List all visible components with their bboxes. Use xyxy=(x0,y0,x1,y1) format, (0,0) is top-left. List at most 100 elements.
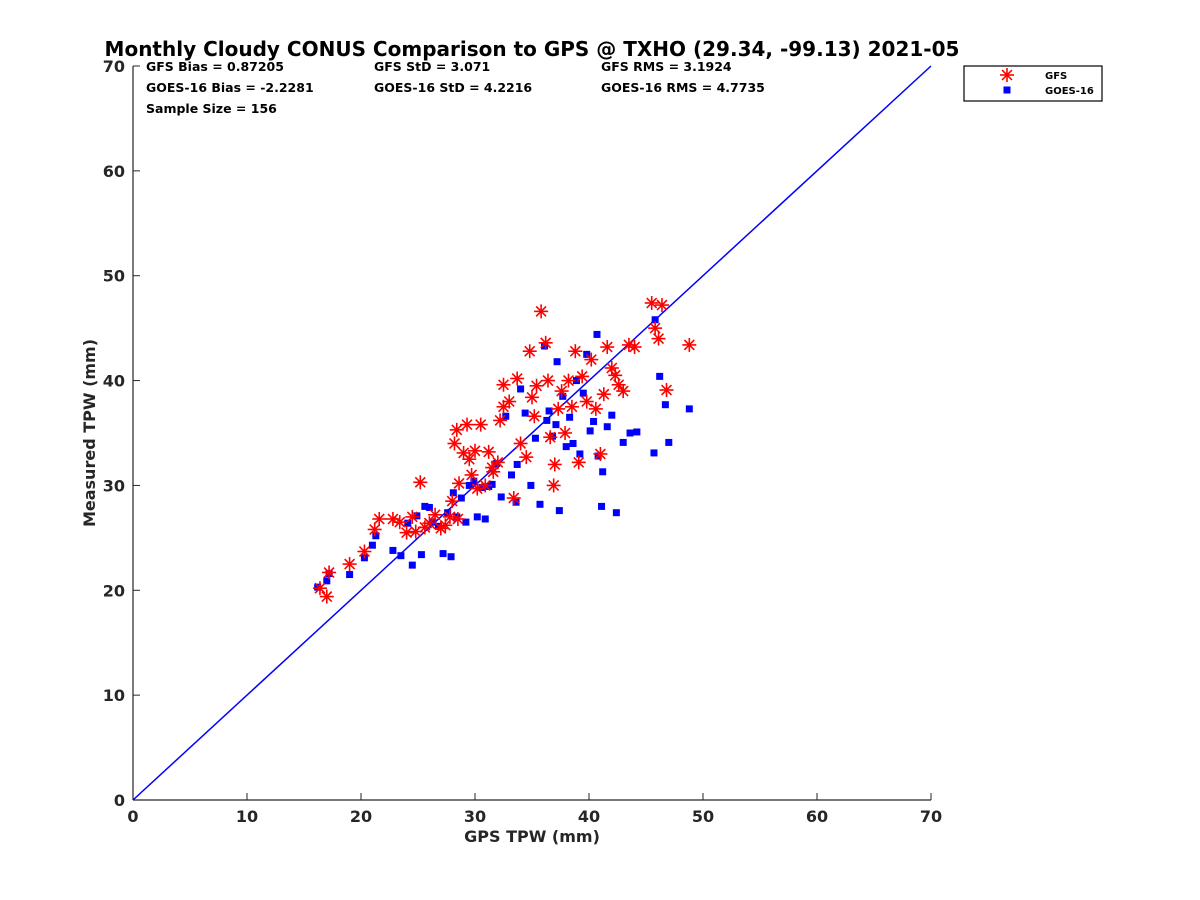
gfs-point xyxy=(449,422,464,437)
x-tick-label: 20 xyxy=(350,807,372,826)
goes16-point xyxy=(439,550,447,558)
gfs-point xyxy=(527,409,542,424)
goes16-point xyxy=(457,494,465,502)
gfs-point xyxy=(571,455,586,470)
y-tick-label: 70 xyxy=(103,57,125,76)
goes16-point xyxy=(685,405,693,413)
y-tick-label: 30 xyxy=(103,476,125,495)
goes16-point xyxy=(417,551,425,559)
gfs-point xyxy=(342,557,357,572)
stat-annotation: GFS StD = 3.071 xyxy=(374,59,490,74)
gfs-point xyxy=(546,478,561,493)
goes16-point xyxy=(314,583,322,591)
stat-annotation: GOES-16 RMS = 4.7735 xyxy=(601,80,765,95)
gfs-point xyxy=(357,544,372,559)
goes16-point xyxy=(512,498,520,506)
goes16-point xyxy=(449,489,457,497)
gfs-point xyxy=(392,515,407,530)
goes16-point xyxy=(661,401,669,409)
goes16-point xyxy=(576,450,584,458)
gfs-point xyxy=(529,378,544,393)
goes16-point xyxy=(626,429,634,437)
gfs-point xyxy=(496,377,511,392)
goes16-point xyxy=(598,502,606,510)
gfs-point xyxy=(593,446,608,461)
goes16-point xyxy=(566,413,574,421)
gfs-point xyxy=(648,321,663,336)
gfs-point xyxy=(428,507,443,522)
gfs-point xyxy=(554,384,569,399)
gfs-point xyxy=(644,295,659,310)
one-to-one-line xyxy=(132,65,932,801)
stat-annotation: Sample Size = 156 xyxy=(146,101,277,116)
gfs-point xyxy=(450,511,465,526)
goes16-point xyxy=(603,423,611,431)
goes16-point xyxy=(562,443,570,451)
y-tick-label: 10 xyxy=(103,686,125,705)
gfs-point xyxy=(519,450,534,465)
gfs-point xyxy=(561,373,576,388)
goes16-point xyxy=(665,438,673,446)
goes16-point xyxy=(465,481,473,489)
goes16-point xyxy=(413,512,421,520)
goes16-point xyxy=(462,518,470,526)
gfs-point xyxy=(627,340,642,355)
gfs-point xyxy=(600,340,615,355)
x-tick-label: 10 xyxy=(236,807,258,826)
goes16-point xyxy=(656,372,664,380)
legend-goes16-marker xyxy=(1003,86,1011,94)
gfs-point xyxy=(473,417,488,432)
x-tick-label: 60 xyxy=(806,807,828,826)
goes16-point xyxy=(517,385,525,393)
gfs-point xyxy=(460,417,475,432)
gfs-point xyxy=(575,369,590,384)
goes16-point xyxy=(372,532,380,540)
goes16-point xyxy=(599,468,607,476)
x-tick-label: 0 xyxy=(127,807,138,826)
goes16-point xyxy=(429,518,437,526)
goes16-point xyxy=(608,411,616,419)
y-tick-label: 0 xyxy=(114,791,125,810)
goes16-point xyxy=(397,552,405,560)
goes16-point xyxy=(323,577,331,585)
gfs-point xyxy=(588,401,603,416)
goes16-point xyxy=(531,434,539,442)
x-tick-label: 70 xyxy=(920,807,942,826)
gfs-point xyxy=(522,344,537,359)
goes16-point xyxy=(586,427,594,435)
gfs-point xyxy=(540,373,555,388)
gfs-point xyxy=(422,516,437,531)
goes16-point xyxy=(447,553,455,561)
gfs-point xyxy=(547,457,562,472)
goes16-point xyxy=(408,561,416,569)
x-axis-label: GPS TPW (mm) xyxy=(464,827,600,846)
gfs-point xyxy=(312,581,327,596)
legend-gfs-marker xyxy=(1000,68,1014,82)
gfs-point xyxy=(445,494,460,509)
series-gfs xyxy=(312,295,697,604)
y-tick-label: 40 xyxy=(103,372,125,391)
goes16-point xyxy=(593,330,601,338)
gfs-point xyxy=(551,401,566,416)
goes16-point xyxy=(481,515,489,523)
goes16-point xyxy=(651,316,659,324)
legend-goes16-label: GOES-16 xyxy=(1045,86,1094,97)
y-tick-label: 60 xyxy=(103,162,125,181)
goes16-point xyxy=(536,500,544,508)
gfs-point xyxy=(534,304,549,319)
goes16-point xyxy=(555,507,563,515)
goes16-point xyxy=(612,509,620,517)
goes16-point xyxy=(444,509,452,517)
data-series-layer xyxy=(312,295,697,604)
gfs-point xyxy=(481,444,496,459)
gfs-point xyxy=(442,509,457,524)
goes16-point xyxy=(389,546,397,554)
goes16-point xyxy=(368,541,376,549)
goes16-point xyxy=(590,417,598,425)
x-tick-label: 30 xyxy=(464,807,486,826)
gfs-point xyxy=(654,298,669,313)
goes16-point xyxy=(553,358,561,366)
x-tick-label: 40 xyxy=(578,807,600,826)
goes16-point xyxy=(497,493,505,501)
gfs-point xyxy=(413,475,428,490)
